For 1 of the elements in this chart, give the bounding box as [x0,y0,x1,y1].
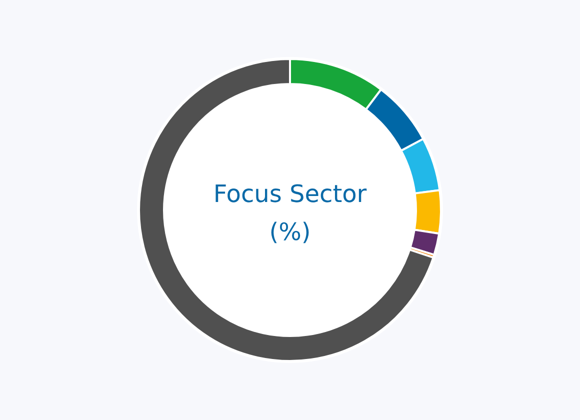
text: Focus Sector (%) [213,180,367,246]
